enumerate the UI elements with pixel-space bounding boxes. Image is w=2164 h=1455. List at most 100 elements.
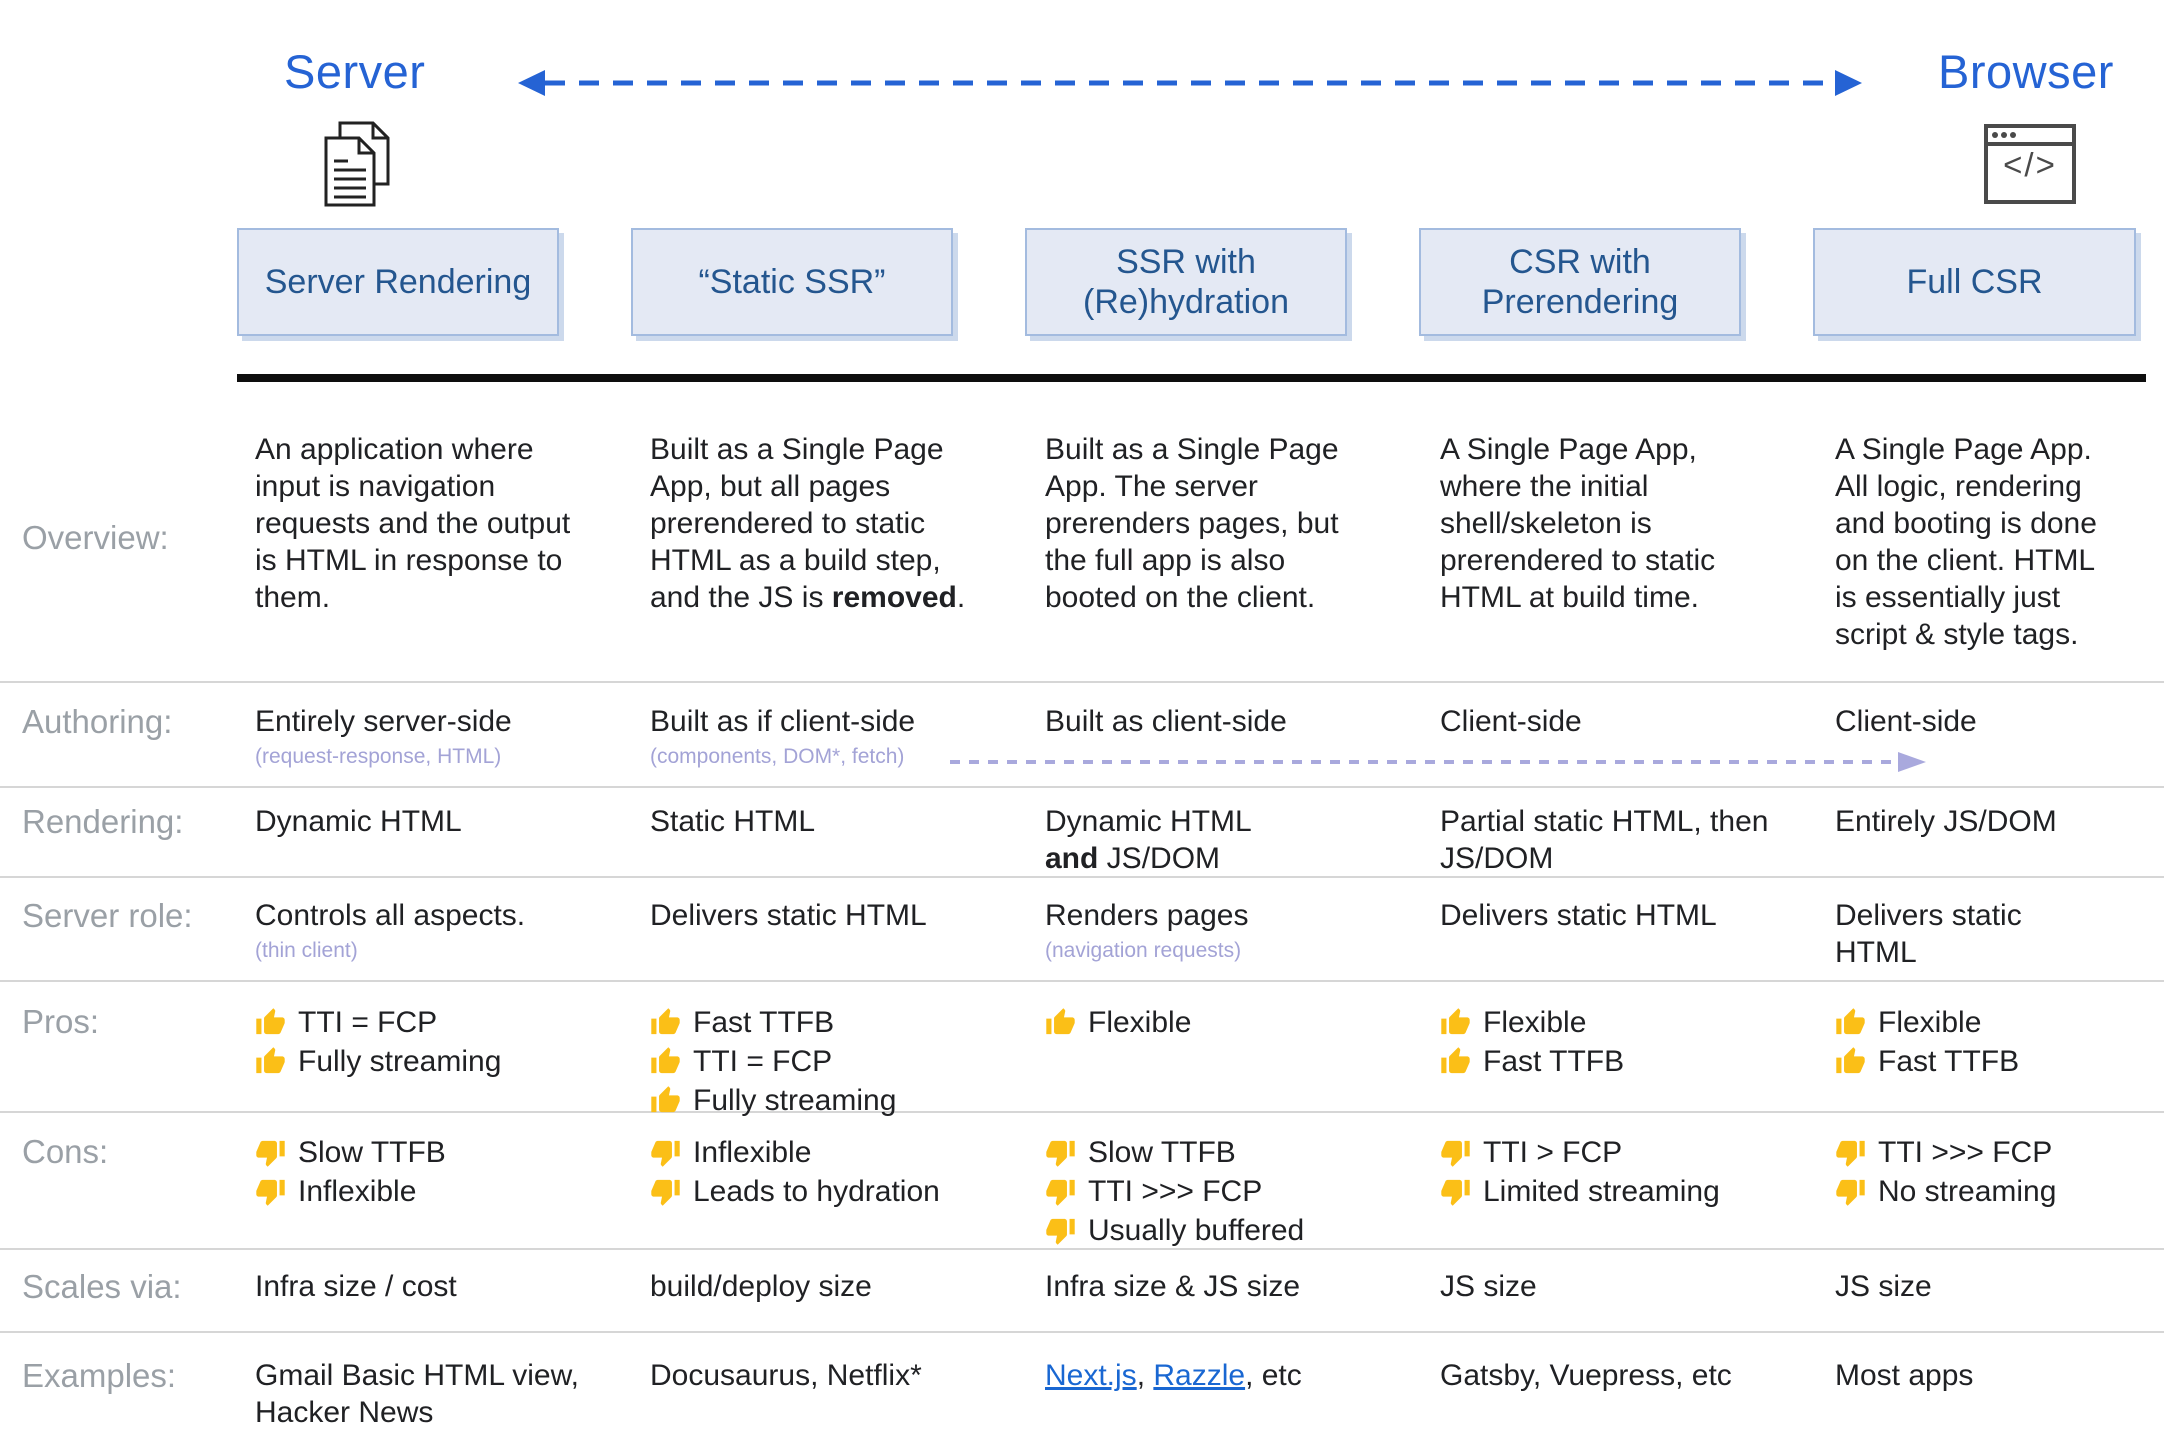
- pro-label: Flexible: [1878, 1006, 1982, 1039]
- server-role-cell-4: Delivers static HTML: [1835, 899, 2022, 969]
- browser-label: Browser: [1938, 45, 2114, 98]
- scales-cell-0: Infra size / cost: [255, 1270, 457, 1303]
- row-authoring: Authoring: Entirely server-side (request-…: [0, 683, 2164, 788]
- authoring-cell-3: Client-side: [1440, 705, 1582, 738]
- pro-label: Fast TTFB: [1483, 1045, 1625, 1078]
- overview-cell-4: A Single Page App. All logic, rendering …: [1835, 433, 2097, 651]
- row-cons: Cons: Slow TTFB Inflexible Inflexible Le…: [0, 1113, 2164, 1250]
- cons-cell-1: Inflexible Leads to hydration: [650, 1133, 1045, 1250]
- overview-cell-0: An application where input is navigation…: [255, 433, 571, 614]
- thumbs-up-icon: [1835, 1046, 1866, 1077]
- overview-cell-1: Built as a Single Page App, but all page…: [650, 433, 966, 614]
- thumbs-up-icon: [650, 1046, 681, 1077]
- pro-label: TTI = FCP: [298, 1006, 438, 1039]
- column-headers: Server Rendering “Static SSR” SSR with (…: [0, 228, 2164, 336]
- con-label: TTI >>> FCP: [1878, 1136, 2053, 1169]
- column-header-static-ssr: “Static SSR”: [631, 228, 953, 336]
- thumbs-up-icon: [255, 1046, 286, 1077]
- server-browser-arrow: [518, 70, 1862, 96]
- razzle-link[interactable]: Razzle: [1153, 1359, 1246, 1392]
- row-label-examples: Examples:: [22, 1357, 177, 1394]
- divider-bar: [237, 374, 2146, 382]
- pros-cell-4: Flexible Fast TTFB: [1835, 1003, 2164, 1120]
- pros-cell-3: Flexible Fast TTFB: [1440, 1003, 1835, 1120]
- scales-cell-2: Infra size & JS size: [1045, 1270, 1301, 1303]
- con-label: No streaming: [1878, 1175, 2057, 1208]
- overview-cell-3: A Single Page App, where the initial she…: [1440, 433, 1716, 614]
- thumbs-up-icon: [1045, 1007, 1076, 1038]
- thumbs-down-icon: [255, 1176, 286, 1207]
- row-overview: Overview: An application where input is …: [0, 395, 2164, 683]
- thumbs-down-icon: [650, 1137, 681, 1168]
- thumbs-down-icon: [1440, 1176, 1471, 1207]
- pro-label: Fully streaming: [693, 1084, 897, 1117]
- thumbs-up-icon: [650, 1007, 681, 1038]
- con-label: Slow TTFB: [1088, 1136, 1236, 1169]
- row-label-rendering: Rendering:: [22, 803, 184, 840]
- overview-cell-2: Built as a Single Page App. The server p…: [1045, 433, 1339, 614]
- row-label-server-role: Server role:: [22, 897, 193, 934]
- cons-cell-4: TTI >>> FCP No streaming: [1835, 1133, 2164, 1250]
- pros-cell-0: TTI = FCP Fully streaming: [255, 1003, 650, 1120]
- server-role-cell-1: Delivers static HTML: [650, 899, 927, 932]
- row-label-pros: Pros:: [22, 1003, 100, 1040]
- server-role-cell-3: Delivers static HTML: [1440, 899, 1717, 932]
- server-label: Server: [284, 45, 426, 98]
- con-label: Usually buffered: [1088, 1214, 1305, 1247]
- pro-label: Flexible: [1483, 1006, 1587, 1039]
- comparison-table: Overview: An application where input is …: [0, 395, 2164, 1455]
- pro-label: Flexible: [1088, 1006, 1192, 1039]
- rendering-cell-4: Entirely JS/DOM: [1835, 805, 2057, 838]
- authoring-cell-4: Client-side: [1835, 705, 1977, 738]
- thumbs-down-icon: [1440, 1137, 1471, 1168]
- row-pros: Pros: TTI = FCP Fully streaming Fast TTF…: [0, 982, 2164, 1117]
- row-server-role: Server role: Controls all aspects. (thin …: [0, 878, 2164, 982]
- client-side-trend-arrow: [950, 752, 1926, 772]
- scales-cell-4: JS size: [1835, 1270, 1932, 1303]
- examples-cell-1: Docusaurus, Netflix*: [650, 1359, 922, 1392]
- thumbs-up-icon: [1440, 1007, 1471, 1038]
- examples-cell-4: Most apps: [1835, 1359, 1974, 1392]
- row-label-overview: Overview:: [22, 519, 169, 556]
- nextjs-link[interactable]: Next.js: [1045, 1359, 1137, 1392]
- con-label: Limited streaming: [1483, 1175, 1720, 1208]
- authoring-note: (components, DOM*, fetch): [650, 745, 905, 768]
- row-label-cons: Cons:: [22, 1133, 109, 1170]
- document-pages-icon: [324, 121, 390, 207]
- con-label: Slow TTFB: [298, 1136, 446, 1169]
- thumbs-up-icon: [1835, 1007, 1866, 1038]
- row-label-authoring: Authoring:: [22, 703, 173, 740]
- pros-cell-1: Fast TTFB TTI = FCP Fully streaming: [650, 1003, 1045, 1120]
- server-role-note: (thin client): [255, 939, 358, 962]
- examples-cell-2: Next.js, Razzle, etc: [1045, 1359, 1302, 1392]
- con-label: Inflexible: [693, 1136, 812, 1169]
- con-label: TTI >>> FCP: [1088, 1175, 1263, 1208]
- cons-cell-3: TTI > FCP Limited streaming: [1440, 1133, 1835, 1250]
- column-header-full-csr: Full CSR: [1813, 228, 2136, 336]
- column-header-server-rendering: Server Rendering: [237, 228, 559, 336]
- cons-cell-2: Slow TTFB TTI >>> FCP Usually buffered: [1045, 1133, 1440, 1250]
- thumbs-down-icon: [1835, 1137, 1866, 1168]
- con-label: Leads to hydration: [693, 1175, 940, 1208]
- thumbs-up-icon: [255, 1007, 286, 1038]
- thumbs-up-icon: [650, 1085, 681, 1116]
- thumbs-down-icon: [650, 1176, 681, 1207]
- pro-label: TTI = FCP: [693, 1045, 833, 1078]
- rendering-cell-2: Dynamic HTML and JS/DOM: [1045, 805, 1252, 875]
- column-header-csr-prerendering: CSR with Prerendering: [1419, 228, 1741, 336]
- rendering-cell-0: Dynamic HTML: [255, 805, 462, 838]
- rendering-cell-3: Partial static HTML, then JS/DOM: [1440, 805, 1769, 875]
- thumbs-down-icon: [1045, 1176, 1076, 1207]
- thumbs-up-icon: [1440, 1046, 1471, 1077]
- authoring-cell-0: Entirely server-side (request-response, H…: [255, 703, 650, 786]
- examples-cell-0: Gmail Basic HTML view, Hacker News: [255, 1359, 579, 1429]
- authoring-cell-2: Built as client-side: [1045, 705, 1287, 738]
- con-label: TTI > FCP: [1483, 1136, 1623, 1169]
- browser-window-icon: </>: [1984, 124, 2076, 204]
- server-role-cell-2: Renders pages (navigation requests): [1045, 897, 1440, 980]
- code-glyph: </>: [2003, 146, 2057, 183]
- row-examples: Examples: Gmail Basic HTML view, Hacker …: [0, 1333, 2164, 1455]
- row-rendering: Rendering: Dynamic HTML Static HTML Dyna…: [0, 788, 2164, 878]
- thumbs-down-icon: [255, 1137, 286, 1168]
